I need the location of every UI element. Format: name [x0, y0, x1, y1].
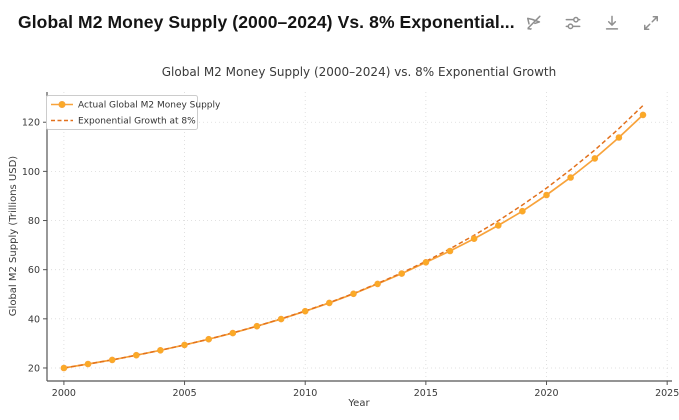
- sliders-icon: [565, 16, 581, 29]
- data-point-marker: [446, 247, 454, 255]
- data-point-marker: [567, 174, 574, 181]
- pointer-off-icon: [527, 15, 541, 30]
- x-tick-label: 2025: [655, 388, 679, 399]
- data-point-marker: [325, 299, 333, 307]
- data-point-marker: [350, 290, 357, 298]
- x-tick-label: 2020: [534, 388, 558, 399]
- gridlines: [47, 92, 672, 381]
- y-tick-label: 100: [22, 167, 40, 178]
- data-point-marker: [615, 134, 623, 141]
- x-tick-label: 2010: [293, 388, 317, 399]
- y-tick-label: 60: [28, 265, 40, 276]
- data-point-marker: [301, 307, 309, 315]
- header-toolbar: [522, 11, 663, 35]
- data-point-marker: [374, 280, 381, 288]
- legend-label-actual: Actual Global M2 Money Supply: [78, 101, 221, 111]
- expo-series-line: [63, 104, 644, 369]
- chart-area: Global M2 Money Supply (2000–2024) vs. 8…: [0, 45, 679, 415]
- data-point-marker: [470, 235, 478, 242]
- actual-series-line: [63, 114, 644, 369]
- data-point-marker: [277, 315, 285, 323]
- m2-line-chart: Global M2 Money Supply (2000–2024) vs. 8…: [8, 65, 679, 409]
- header: Global M2 Money Supply (2000–2024) Vs. 8…: [0, 0, 679, 45]
- chart-title: Global M2 Money Supply (2000–2024) vs. 8…: [162, 65, 557, 79]
- data-point-marker: [60, 364, 68, 372]
- data-point-marker: [108, 356, 116, 364]
- data-point-marker: [157, 346, 164, 354]
- legend: Actual Global M2 Money Supply Exponentia…: [46, 95, 221, 130]
- chart-settings-button[interactable]: [561, 11, 585, 35]
- y-tick-label: 40: [28, 314, 40, 325]
- data-point-marker: [494, 222, 502, 229]
- x-tick-label: 2000: [52, 388, 76, 399]
- expand-icon: [644, 15, 658, 30]
- y-tick-label: 20: [28, 363, 40, 374]
- page-title: Global M2 Money Supply (2000–2024) Vs. 8…: [18, 12, 515, 32]
- pointer-off-button[interactable]: [522, 11, 546, 35]
- y-axis-label: Global M2 Supply (Trillions USD): [8, 156, 19, 316]
- data-point-marker: [205, 335, 212, 343]
- download-icon: [605, 15, 619, 30]
- data-point-marker: [519, 207, 526, 215]
- y-tick-label: 80: [28, 216, 40, 227]
- x-tick-label: 2005: [172, 388, 196, 399]
- data-point-marker: [229, 329, 237, 337]
- data-point-marker: [398, 270, 406, 277]
- data-point-marker: [422, 259, 430, 266]
- expand-button[interactable]: [639, 11, 663, 35]
- x-axis-label: Year: [347, 398, 370, 409]
- data-point-marker: [639, 111, 647, 119]
- data-series: [60, 104, 647, 372]
- data-point-marker: [253, 322, 261, 330]
- data-point-marker: [133, 351, 140, 359]
- legend-label-expo: Exponential Growth at 8%: [78, 117, 196, 127]
- axes: 2000 2005 2010 2015 2020 2025 20 40 60 80 100 120: [22, 92, 679, 399]
- data-point-marker: [84, 360, 92, 368]
- download-button[interactable]: [600, 11, 624, 35]
- data-point-marker: [181, 341, 188, 349]
- y-tick-label: 120: [22, 118, 40, 129]
- data-point-marker: [543, 191, 550, 199]
- x-tick-label: 2015: [414, 388, 438, 399]
- data-point-marker: [591, 155, 599, 162]
